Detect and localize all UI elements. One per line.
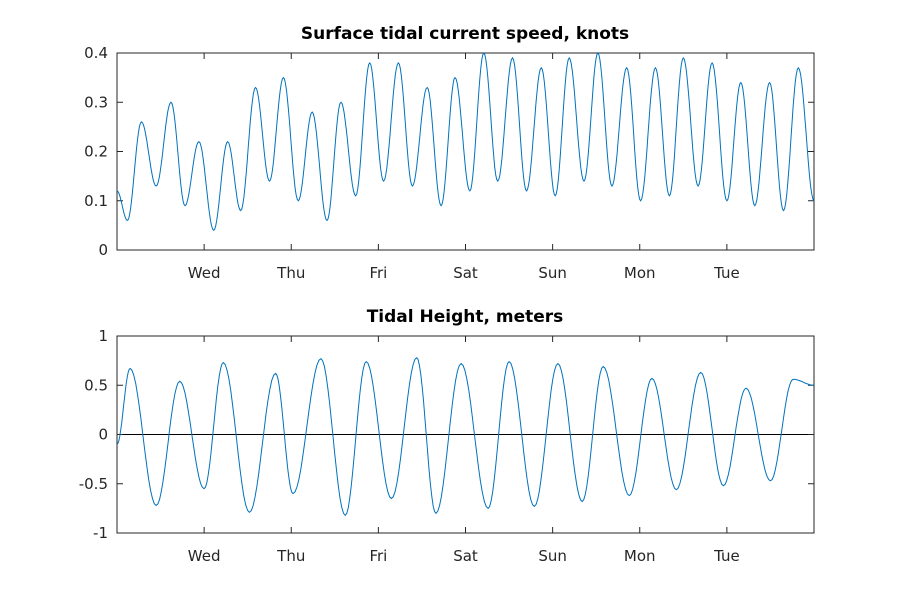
tidal-height-title: Tidal Height, meters [367, 307, 564, 327]
current-speed-axes [116, 52, 815, 251]
current-speed-x-tick-label: Tue [713, 264, 740, 282]
tidal-height-y-tick-label: -0.5 [79, 475, 108, 493]
current-speed-y-tick-label: 0.3 [84, 93, 108, 111]
tidal-height-y-tick-label: -1 [93, 524, 108, 542]
tidal-height-x-tick-label: Fri [369, 547, 387, 565]
current-speed-x-tick-label: Sat [453, 264, 478, 282]
current-speed-y-tick-label: 0.2 [84, 143, 108, 161]
current-speed-subplot: Surface tidal current speed, knots 00.10… [84, 24, 815, 282]
tidal-height-x-tick-label: Thu [276, 547, 305, 565]
tidal-height-subplot: Tidal Height, meters -1 -0.5 0 0.5 1 Wed Thu F… [79, 307, 815, 565]
tidal-height-x-axis: Wed Thu Fri Sat Sun Mon Tue [188, 336, 740, 565]
current-speed-x-tick-label: Mon [624, 264, 656, 282]
tidal-height-x-tick-label: Mon [624, 547, 656, 565]
current-speed-x-tick-label: Wed [188, 264, 221, 282]
current-speed-y-tick-label: 0 [98, 241, 108, 259]
tidal-height-x-tick-label: Tue [713, 547, 740, 565]
current-speed-title: Surface tidal current speed, knots [301, 24, 629, 44]
tidal-height-x-tick-label: Wed [188, 547, 221, 565]
tidal-height-x-tick-label: Sat [453, 547, 478, 565]
current-speed-line [116, 52, 815, 232]
tidal-height-y-tick-label: 1 [98, 327, 108, 345]
current-speed-x-tick-label: Sun [538, 264, 567, 282]
current-speed-y-axis: 0 0.1 0.2 0.3 0.4 [84, 44, 814, 259]
current-speed-x-tick-label: Thu [276, 264, 305, 282]
tidal-height-y-tick-label: 0.5 [84, 376, 108, 394]
tidal-height-x-tick-label: Sun [538, 547, 567, 565]
current-speed-y-tick-label: 0.1 [84, 192, 108, 210]
current-speed-y-tick-label: 0.4 [84, 44, 108, 62]
tidal-height-y-tick-label: 0 [98, 426, 108, 444]
current-speed-x-tick-label: Fri [369, 264, 387, 282]
current-speed-x-axis: Wed Thu Fri Sat Sun Mon Tue [188, 53, 740, 282]
tidal-height-line [116, 356, 815, 517]
